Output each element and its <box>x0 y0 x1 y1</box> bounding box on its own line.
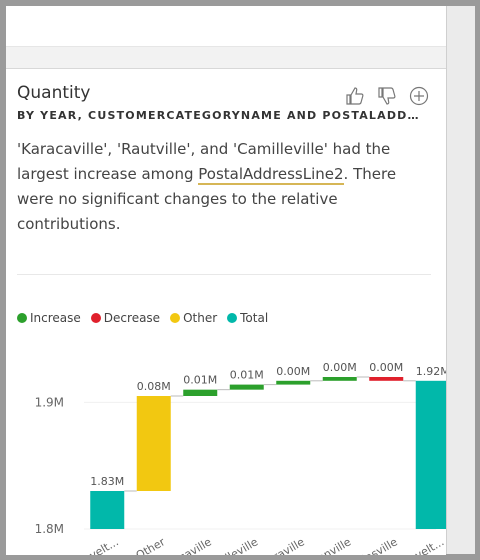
insight-field-link[interactable]: PostalAddressLine2 <box>198 165 344 185</box>
waterfall-bar[interactable] <box>229 384 264 390</box>
x-tick-label: Mitraville <box>256 535 306 555</box>
y-tick-label: 1.8M <box>35 522 64 536</box>
chart-legend: Increase Decrease Other Total <box>17 311 268 325</box>
waterfall-bar[interactable] <box>415 380 446 529</box>
x-tick-label: 2013 Novelt... <box>47 535 121 555</box>
legend-dot <box>17 313 27 323</box>
waterfall-bar[interactable] <box>322 377 357 381</box>
card-title: Quantity <box>17 83 91 103</box>
card-subtitle: BY YEAR, CUSTOMERCATEGORYNAME AND POSTAL… <box>17 109 427 122</box>
x-tick-label: Other <box>134 535 168 555</box>
waterfall-bar[interactable] <box>136 396 171 491</box>
data-label: 0.00M <box>276 365 310 378</box>
card-actions <box>344 85 430 107</box>
legend-item-total[interactable]: Total <box>227 311 268 325</box>
data-label: 0.01M <box>230 369 264 382</box>
insight-card[interactable]: Quantity BY YEAR, CUSTOMERCATEGORYNAME A… <box>6 68 446 555</box>
divider <box>17 274 431 275</box>
data-label: 0.00M <box>369 361 403 374</box>
data-label: 1.92M <box>416 365 446 378</box>
thumbs-down-icon[interactable] <box>376 85 398 107</box>
waterfall-chart: 1.9M 1.8M 1.83M 2013 Novelt... 0.08M Other 0.0… <box>35 361 446 555</box>
legend-label: Decrease <box>103 311 161 325</box>
insight-text-post: . There were no significant changes to t… <box>17 165 397 233</box>
waterfall-bar[interactable] <box>90 491 125 529</box>
waterfall-bar[interactable] <box>183 389 218 396</box>
legend-dot <box>227 313 238 323</box>
data-label: 1.83M <box>90 475 124 488</box>
legend-label: Increase <box>30 311 81 325</box>
legend-item-decrease[interactable]: Decrease <box>90 311 161 325</box>
legend-dot <box>90 313 101 323</box>
legend-label: Other <box>183 311 218 325</box>
data-label: 0.00M <box>323 361 357 374</box>
legend-item-increase[interactable]: Increase <box>17 311 81 325</box>
previous-card <box>6 6 446 47</box>
legend-item-other[interactable]: Other <box>170 311 217 325</box>
waterfall-bar[interactable] <box>369 377 404 381</box>
data-label: 0.08M <box>137 380 171 393</box>
plus-circle-icon[interactable] <box>408 85 430 107</box>
insight-text-pre: 'Karacaville', 'Rautville', and 'Camille… <box>17 140 391 183</box>
y-tick-label: 1.9M <box>35 395 64 409</box>
legend-label: Total <box>240 311 269 325</box>
legend-dot <box>170 313 181 323</box>
insight-text: 'Karacaville', 'Rautville', and 'Camille… <box>17 137 429 237</box>
scrollbar[interactable] <box>446 6 475 554</box>
thumbs-up-icon[interactable] <box>344 85 366 107</box>
data-label: 0.01M <box>183 374 217 387</box>
waterfall-bar[interactable] <box>276 380 311 385</box>
